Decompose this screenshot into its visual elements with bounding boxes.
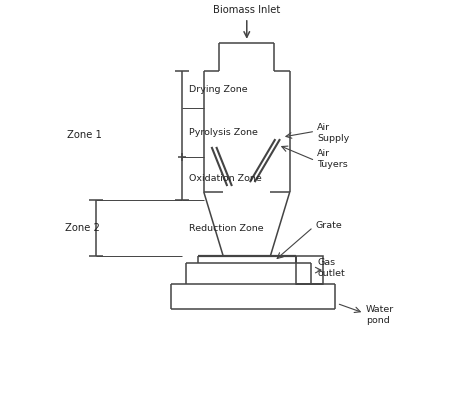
Text: Grate: Grate xyxy=(315,220,342,230)
Text: Water
pond: Water pond xyxy=(366,305,394,325)
Text: Air
Supply: Air Supply xyxy=(317,123,349,143)
Text: Pyrolysis Zone: Pyrolysis Zone xyxy=(189,128,258,137)
Text: Zone 2: Zone 2 xyxy=(65,223,100,233)
Text: Zone 1: Zone 1 xyxy=(67,130,102,140)
Bar xyxy=(296,256,323,284)
Text: Oxidation Zone: Oxidation Zone xyxy=(189,174,262,183)
Text: Drying Zone: Drying Zone xyxy=(189,85,248,94)
Text: Air
Tuyers: Air Tuyers xyxy=(317,148,348,169)
Text: Biomass Inlet: Biomass Inlet xyxy=(213,5,281,15)
Text: Reduction Zone: Reduction Zone xyxy=(189,224,264,232)
Text: Gas
outlet: Gas outlet xyxy=(317,258,345,278)
